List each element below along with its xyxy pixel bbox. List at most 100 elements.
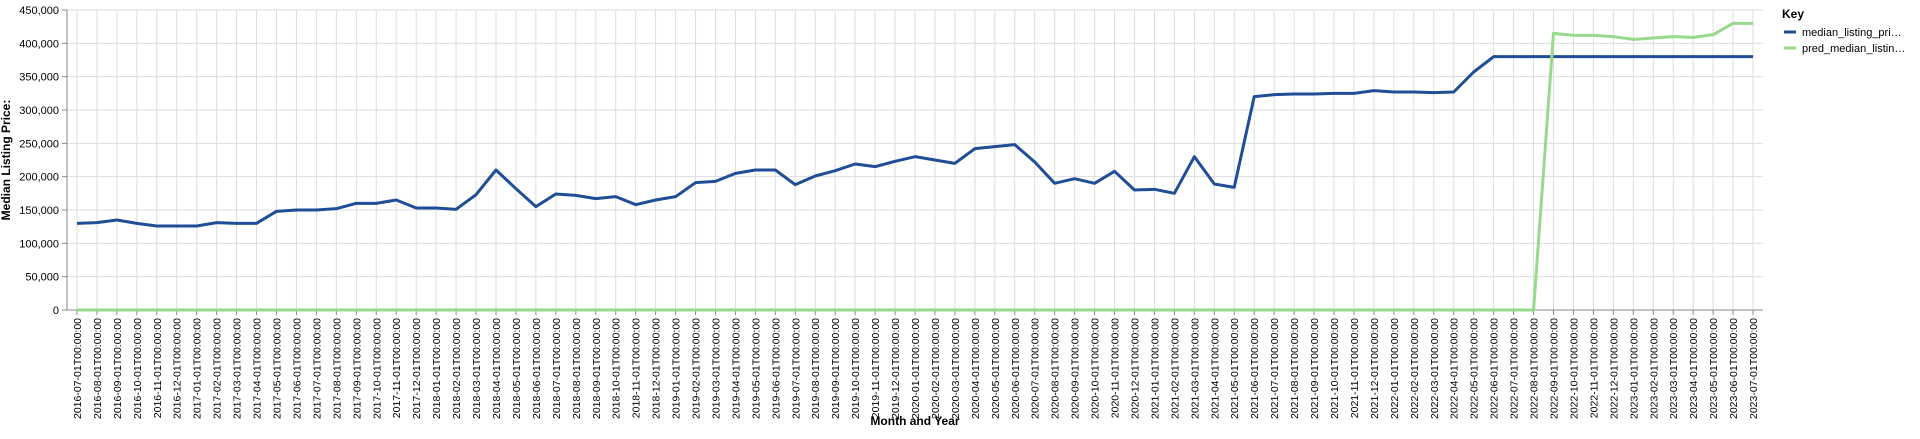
x-tick-label: 2022-08-01T00:00:00: [1529, 318, 1541, 419]
x-tick-label: 2020-03-01T00:00:00: [950, 318, 962, 419]
x-tick-label: 2019-08-01T00:00:00: [810, 318, 822, 419]
x-tick-label: 2018-07-01T00:00:00: [551, 318, 563, 419]
x-tick-label: 2017-05-01T00:00:00: [272, 318, 284, 419]
x-tick-label: 2021-07-01T00:00:00: [1269, 318, 1281, 419]
x-tick-label: 2018-11-01T00:00:00: [631, 318, 643, 418]
x-tick-label: 2017-08-01T00:00:00: [331, 318, 343, 419]
x-tick-label: 2017-02-01T00:00:00: [212, 318, 224, 419]
x-tick-label: 2021-05-01T00:00:00: [1229, 318, 1241, 419]
x-tick-label: 2019-12-01T00:00:00: [890, 318, 902, 419]
x-tick-label: 2021-02-01T00:00:00: [1169, 318, 1181, 419]
series-line: [76, 55, 1754, 228]
x-tick-label: 2019-09-01T00:00:00: [830, 318, 842, 419]
x-tick-label: 2022-11-01T00:00:00: [1588, 318, 1600, 418]
x-tick-label: 2022-12-01T00:00:00: [1608, 318, 1620, 419]
x-tick-label: 2023-06-01T00:00:00: [1728, 318, 1740, 419]
x-tick-label: 2021-03-01T00:00:00: [1189, 318, 1201, 419]
legend-title: Key: [1782, 7, 1804, 21]
x-tick-label: 2022-04-01T00:00:00: [1449, 318, 1461, 419]
x-tick-label: 2017-04-01T00:00:00: [252, 318, 264, 419]
y-tick-label: 0: [53, 305, 59, 317]
x-tick-label: 2017-01-01T00:00:00: [192, 318, 204, 419]
x-tick-label: 2016-12-01T00:00:00: [172, 318, 184, 419]
x-tick-label: 2021-01-01T00:00:00: [1149, 318, 1161, 419]
x-tick-label: 2016-11-01T00:00:00: [152, 318, 164, 418]
x-tick-label: 2016-07-01T00:00:00: [72, 318, 84, 419]
x-tick-label: 2017-11-01T00:00:00: [391, 318, 403, 418]
x-tick-label: 2018-12-01T00:00:00: [651, 318, 663, 419]
x-tick-label: 2017-10-01T00:00:00: [371, 318, 383, 419]
x-tick-label: 2017-06-01T00:00:00: [291, 318, 303, 419]
x-tick-label: 2019-02-01T00:00:00: [691, 318, 703, 419]
y-tick-label: 100,000: [19, 238, 59, 250]
x-tick-label: 2022-06-01T00:00:00: [1489, 318, 1501, 419]
x-tick-label: 2020-11-01T00:00:00: [1110, 318, 1122, 418]
y-axis-title: Median Listing Price:: [0, 100, 13, 221]
x-tick-label: 2018-02-01T00:00:00: [451, 318, 463, 419]
x-tick-label: 2022-01-01T00:00:00: [1389, 318, 1401, 419]
x-tick-label: 2023-05-01T00:00:00: [1708, 318, 1720, 419]
x-tick-label: 2020-05-01T00:00:00: [990, 318, 1002, 419]
y-tick-label: 50,000: [25, 272, 59, 284]
x-tick-label: 2018-04-01T00:00:00: [491, 318, 503, 419]
x-tick-label: 2016-09-01T00:00:00: [112, 318, 124, 419]
x-tick-label: 2023-04-01T00:00:00: [1688, 318, 1700, 419]
y-tick-label: 450,000: [19, 5, 59, 17]
x-tick-label: 2023-02-01T00:00:00: [1648, 318, 1660, 419]
x-tick-label: 2018-05-01T00:00:00: [511, 318, 523, 419]
x-tick-label: 2017-07-01T00:00:00: [311, 318, 323, 419]
x-tick-label: 2020-10-01T00:00:00: [1090, 318, 1102, 419]
x-tick-label: 2021-10-01T00:00:00: [1329, 318, 1341, 419]
x-tick-label: 2020-04-01T00:00:00: [970, 318, 982, 419]
x-tick-label: 2016-08-01T00:00:00: [92, 318, 104, 419]
x-tick-label: 2022-10-01T00:00:00: [1568, 318, 1580, 419]
legend-label: median_listing_pri…: [1802, 27, 1902, 39]
x-tick-label: 2022-07-01T00:00:00: [1509, 318, 1521, 419]
y-tick-label: 350,000: [19, 72, 59, 84]
x-tick-label: 2020-02-01T00:00:00: [930, 318, 942, 419]
x-tick-label: 2017-09-01T00:00:00: [351, 318, 363, 419]
x-tick-label: 2019-04-01T00:00:00: [730, 318, 742, 419]
x-tick-label: 2023-03-01T00:00:00: [1668, 318, 1680, 419]
x-tick-label: 2018-03-01T00:00:00: [471, 318, 483, 419]
x-tick-label: 2022-05-01T00:00:00: [1469, 318, 1481, 419]
x-tick-label: 2020-09-01T00:00:00: [1070, 318, 1082, 419]
x-tick-label: 2018-10-01T00:00:00: [611, 318, 623, 419]
x-tick-label: 2018-08-01T00:00:00: [571, 318, 583, 419]
x-tick-label: 2017-03-01T00:00:00: [232, 318, 244, 419]
x-tick-label: 2019-03-01T00:00:00: [710, 318, 722, 419]
x-tick-label: 2019-05-01T00:00:00: [750, 318, 762, 419]
x-tick-label: 2020-07-01T00:00:00: [1030, 318, 1042, 419]
x-tick-label: 2022-09-01T00:00:00: [1548, 318, 1560, 419]
x-tick-label: 2021-04-01T00:00:00: [1209, 318, 1221, 419]
x-tick-label: 2022-03-01T00:00:00: [1429, 318, 1441, 419]
y-tick-label: 150,000: [19, 205, 59, 217]
x-tick-label: 2019-01-01T00:00:00: [671, 318, 683, 419]
x-axis-title: Month and Year: [870, 414, 959, 428]
legend-label: pred_median_listin…: [1802, 43, 1905, 55]
x-tick-label: 2018-01-01T00:00:00: [431, 318, 443, 419]
x-tick-label: 2023-07-01T00:00:00: [1748, 318, 1760, 419]
x-tick-label: 2021-08-01T00:00:00: [1289, 318, 1301, 419]
x-tick-label: 2020-12-01T00:00:00: [1129, 318, 1141, 419]
y-tick-label: 300,000: [19, 105, 59, 117]
x-tick-label: 2020-06-01T00:00:00: [1010, 318, 1022, 419]
x-tick-label: 2020-08-01T00:00:00: [1050, 318, 1062, 419]
x-tick-label: 2021-09-01T00:00:00: [1309, 318, 1321, 419]
x-tick-label: 2019-07-01T00:00:00: [790, 318, 802, 419]
x-tick-label: 2018-09-01T00:00:00: [591, 318, 603, 419]
series-line: [76, 21, 1754, 312]
x-tick-label: 2021-06-01T00:00:00: [1249, 318, 1261, 419]
y-tick-label: 200,000: [19, 172, 59, 184]
x-tick-label: 2017-12-01T00:00:00: [411, 318, 423, 419]
x-tick-label: 2016-10-01T00:00:00: [132, 318, 144, 419]
x-tick-label: 2023-01-01T00:00:00: [1628, 318, 1640, 419]
y-tick-label: 250,000: [19, 138, 59, 150]
x-tick-label: 2022-02-01T00:00:00: [1409, 318, 1421, 419]
x-tick-label: 2020-01-01T00:00:00: [910, 318, 922, 419]
x-tick-label: 2018-06-01T00:00:00: [531, 318, 543, 419]
x-tick-label: 2021-12-01T00:00:00: [1369, 318, 1381, 419]
x-tick-label: 2019-11-01T00:00:00: [870, 318, 882, 418]
x-tick-label: 2019-10-01T00:00:00: [850, 318, 862, 419]
